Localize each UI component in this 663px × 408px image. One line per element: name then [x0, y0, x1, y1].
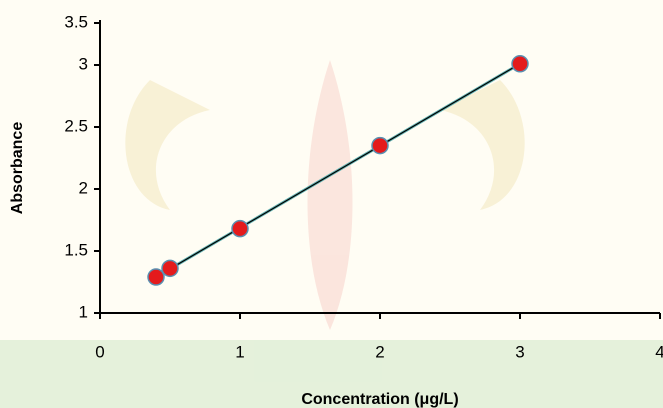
x-tick-label: 0 [95, 342, 104, 361]
point [371, 136, 389, 155]
x-axis-title: Concentration (μg/L) [301, 391, 458, 408]
point [161, 259, 179, 278]
y-tick-label: 3.5 [64, 12, 88, 31]
y-tick-label: 2.5 [64, 116, 88, 135]
y-tick-label: 2 [79, 178, 88, 197]
x-tick-label: 4 [655, 342, 663, 361]
y-tick-label: 1 [79, 302, 88, 321]
x-tick-label: 2 [375, 342, 384, 361]
point [511, 55, 529, 73]
trendline-core [155, 63, 521, 278]
point [231, 219, 249, 238]
y-tick-label: 1.5 [64, 240, 88, 259]
watermark [0, 60, 663, 408]
x-tick-label: 3 [515, 342, 524, 361]
y-tick-label: 3 [79, 54, 88, 73]
x-tick-label: 1 [235, 342, 244, 361]
y-axis-title: Absorbance [9, 122, 26, 215]
point [147, 268, 165, 286]
